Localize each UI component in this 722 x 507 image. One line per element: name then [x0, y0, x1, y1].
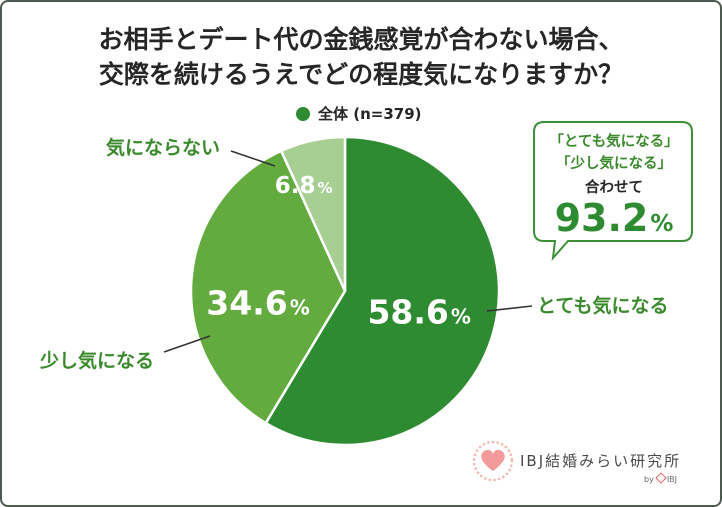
logo-brand: IBJ [666, 475, 678, 484]
leader-line-somewhat-concerned [163, 335, 211, 353]
leader-line-not-concerned [230, 150, 276, 167]
slice-value-label-2: 34.6% [206, 284, 309, 323]
logo-name: IBJ結婚みらい研究所 [520, 452, 682, 470]
heart-logo-icon [472, 440, 514, 482]
callout-line-3: 合わせて [585, 180, 643, 196]
callout-total-unit: % [650, 211, 674, 237]
pie-slice-2 [189, 149, 347, 425]
pie-slice-3 [279, 135, 347, 293]
pie-slice-1 [264, 135, 501, 447]
legend-swatch [296, 107, 310, 121]
logo-by-text: by [644, 475, 654, 484]
category-label-very-concerned: とても気になる [537, 295, 669, 317]
callout-total: 93.2% [534, 195, 694, 249]
chart-title-line-2: 交際を続けるうえでどの程度気になりますか？ [98, 60, 624, 89]
chart-title-line-1: お相手とデート代の金銭感覚が合わない場合、 [98, 25, 624, 54]
callout-line-2: 「少し気になる」 [556, 156, 672, 172]
slice-value-label-1: 58.6% [367, 292, 470, 331]
ibj-mark-icon [655, 472, 667, 484]
pie-chart: 58.6 % 34.6 % 6.8% [189, 135, 501, 447]
category-label-not-concerned: 気にならない [106, 137, 221, 159]
logo-byline: by IBJ [644, 472, 678, 486]
slice-value-label-3: 6.8% [275, 173, 333, 199]
callout-bubble [533, 121, 693, 262]
category-label-somewhat-concerned: 少し気になる [40, 350, 155, 372]
leader-line-very-concerned [486, 305, 533, 312]
callout-total-value: 93.2 [554, 196, 649, 240]
legend: 全体 (n=379) [296, 103, 422, 125]
callout-line-1: 「とても気になる」 [549, 134, 679, 150]
legend-label: 全体 (n=379) [318, 105, 422, 123]
